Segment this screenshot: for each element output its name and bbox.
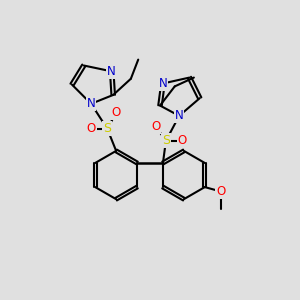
Text: S: S <box>103 122 111 135</box>
Text: N: N <box>175 109 184 122</box>
Text: O: O <box>112 106 121 119</box>
Text: S: S <box>162 134 170 147</box>
Text: O: O <box>178 134 187 147</box>
Text: O: O <box>216 185 226 198</box>
Text: N: N <box>107 65 116 78</box>
Text: O: O <box>86 122 96 135</box>
Text: N: N <box>159 77 167 90</box>
Text: O: O <box>151 120 160 133</box>
Text: N: N <box>87 97 95 110</box>
